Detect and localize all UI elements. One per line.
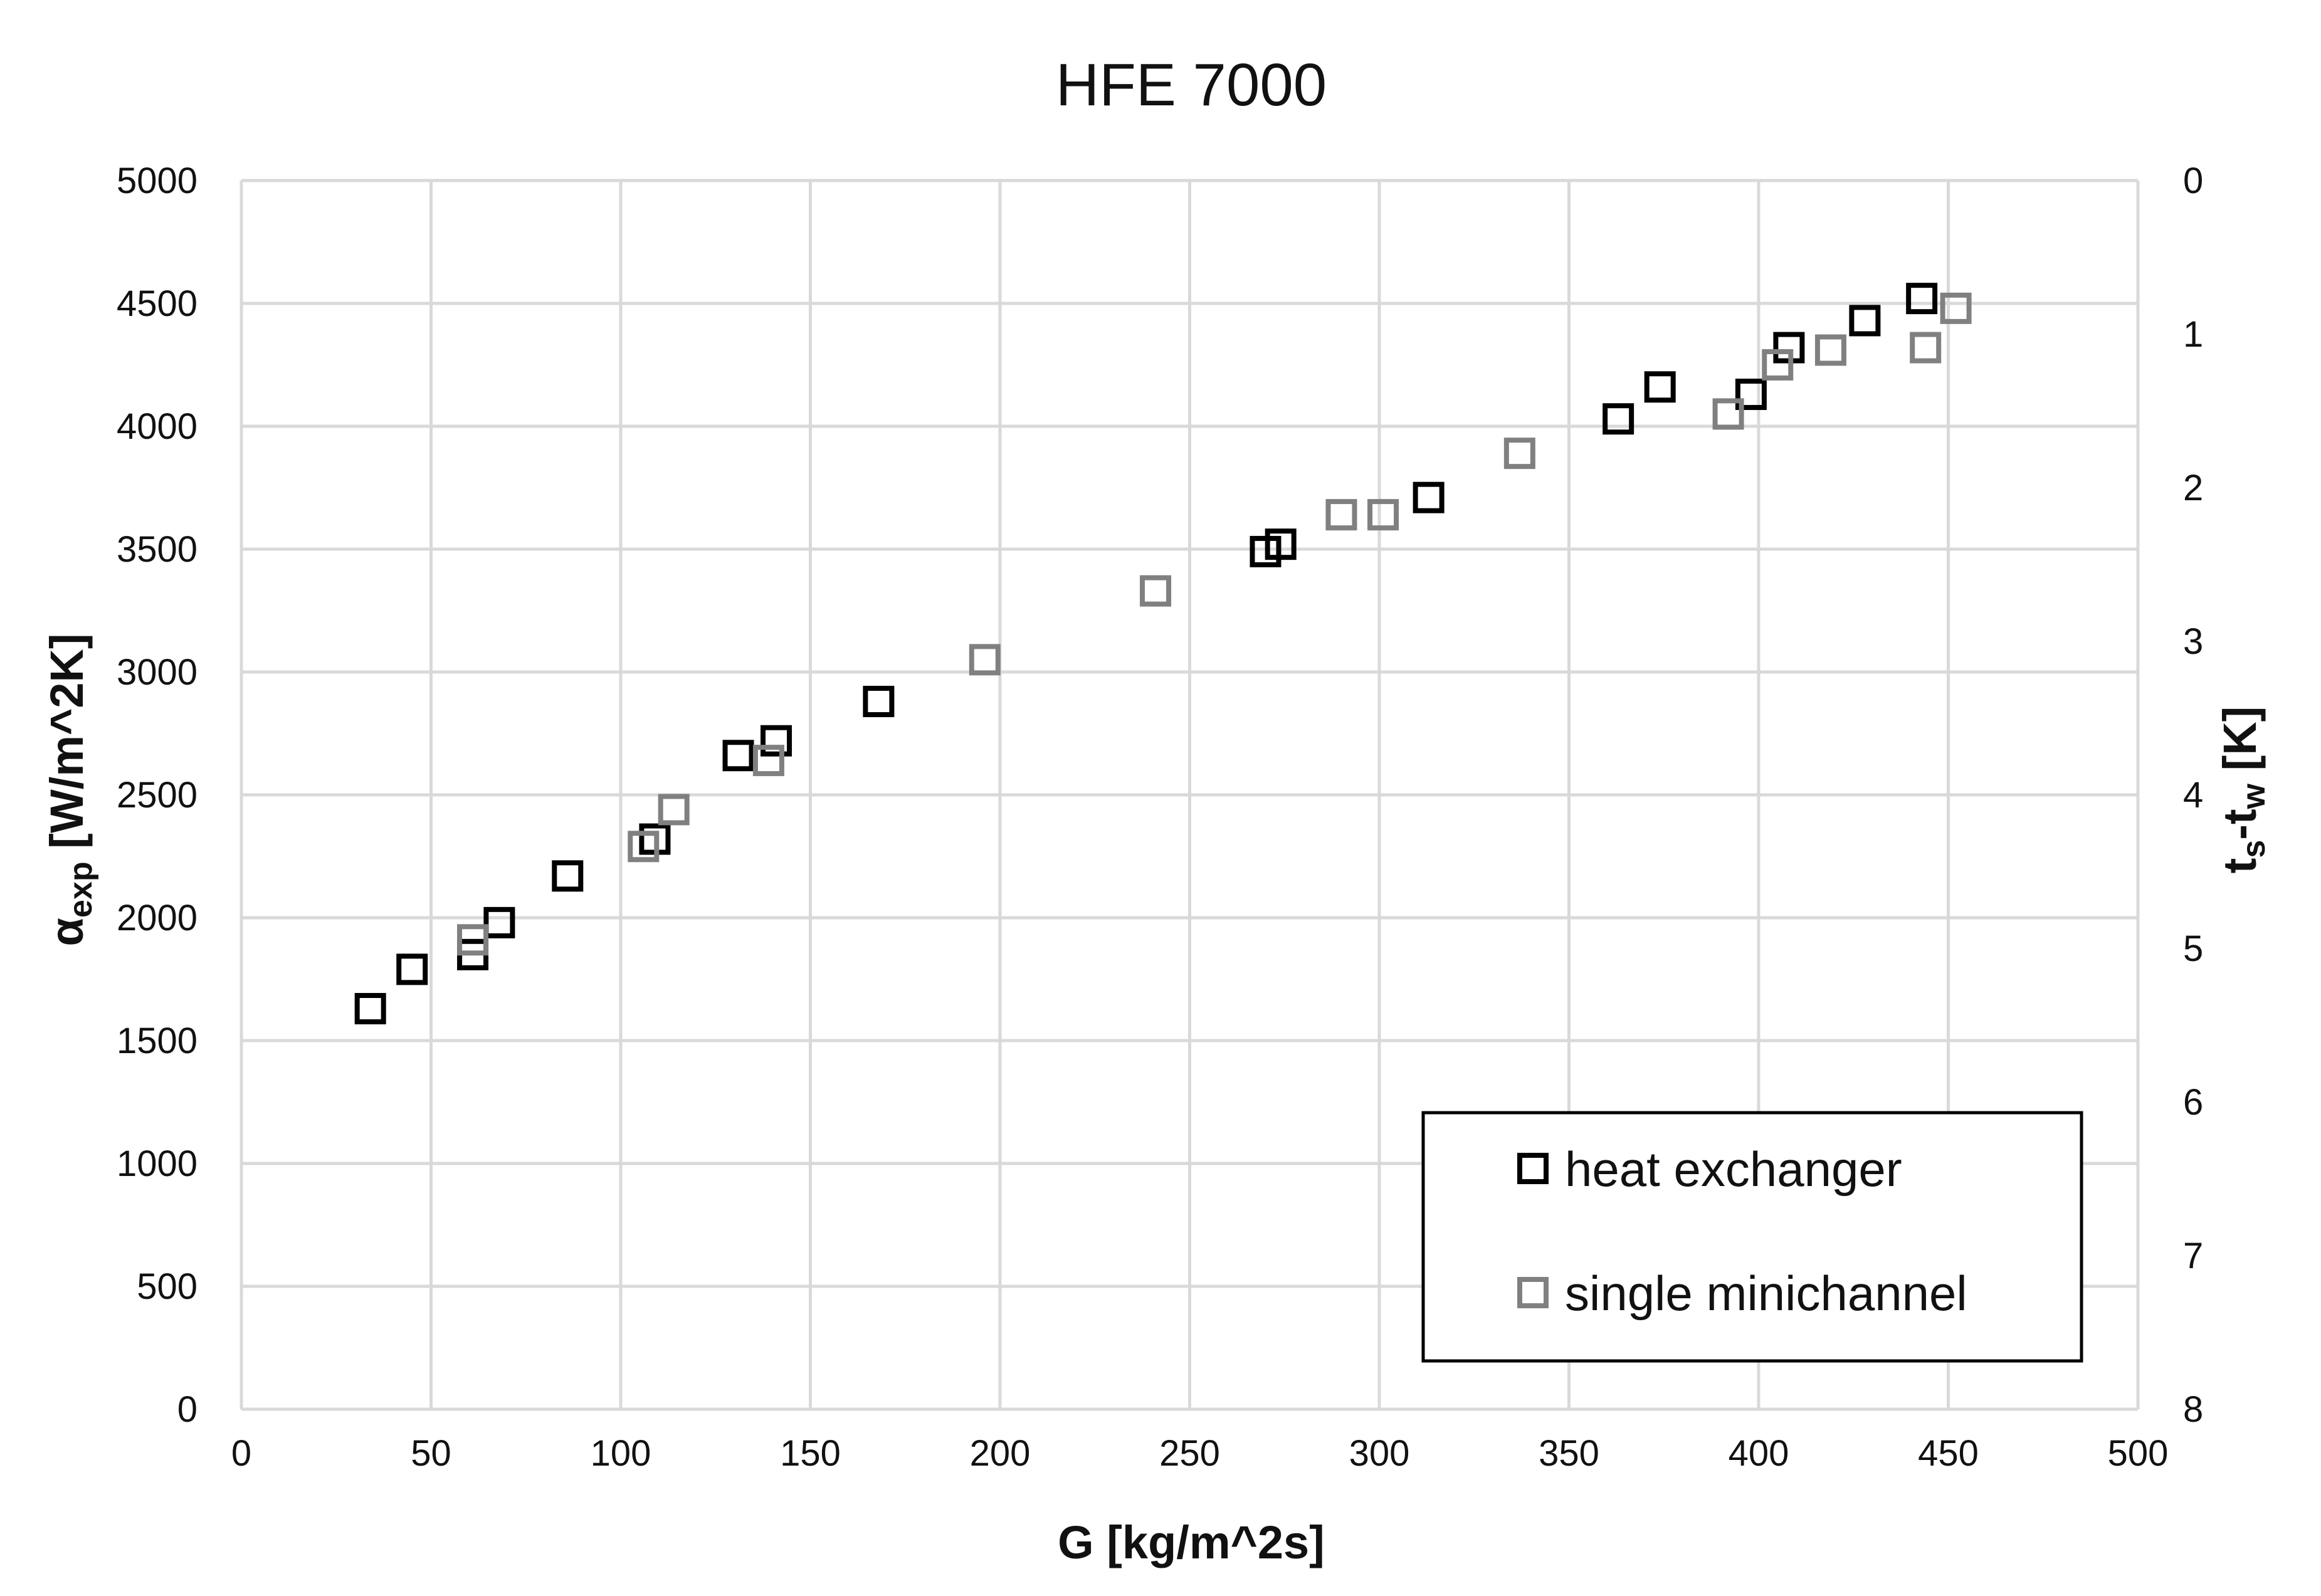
y-axis-title-subscript: exp [63,861,99,918]
data-series [354,283,1972,1025]
x-tick-label: 50 [411,1433,451,1474]
x-tick-label: 100 [591,1433,651,1474]
y2-tick-label: 1 [2183,314,2203,355]
y2-axis-title-part: -t [2214,809,2266,839]
secondary-y-axis-title: ts-tw [K] [2214,706,2272,874]
y2-tick-label: 2 [2183,468,2203,508]
y-tick-label: 5000 [117,160,197,201]
y-tick-label: 0 [177,1389,197,1430]
data-point [1814,334,1846,366]
data-point [658,794,690,826]
y2-tick-label: 0 [2183,160,2203,201]
data-point [722,740,754,772]
y-tick-label: 3000 [117,652,197,693]
legend-label-single-minichannel: single minichannel [1565,1266,1967,1321]
y2-axis-title-part: s [2236,840,2272,858]
series-single-minichannel [457,292,1972,956]
y-tick-label: 1000 [117,1143,197,1184]
data-point [1367,499,1399,531]
y-tick-label: 4500 [117,283,197,324]
x-tick-label: 250 [1159,1433,1220,1474]
x-tick-label: 450 [1918,1433,1979,1474]
x-tick-label: 200 [970,1433,1031,1474]
data-point [354,993,386,1025]
data-point [1735,379,1767,411]
data-point [457,924,489,956]
x-tick-label: 150 [780,1433,841,1474]
legend-label-heat-exchanger: heat exchanger [1565,1142,1902,1197]
legend-marker-single-minichannel [1517,1277,1549,1308]
data-point [1603,403,1634,435]
legend: heat exchanger single minichannel [1421,1111,2083,1363]
x-axis-title: G [kg/m^2s] [1058,1516,1325,1568]
y2-tick-label: 4 [2183,775,2203,816]
data-point [552,860,584,892]
y2-tick-label: 6 [2183,1082,2203,1123]
y-axis-title-symbol: α [41,918,93,947]
y-axis-title: αexp [W/m^2K] [41,634,99,947]
y-tick-label: 3500 [117,529,197,570]
data-point [1910,332,1942,364]
y-tick-label: 500 [137,1266,197,1307]
x-tick-label: 500 [2108,1433,2169,1474]
y-tick-label: 1500 [117,1021,197,1061]
x-tick-label: 300 [1349,1433,1410,1474]
data-point [1413,481,1445,513]
legend-marker-heat-exchanger [1517,1153,1549,1184]
y-tick-label: 4000 [117,406,197,447]
data-point [969,644,1001,676]
data-point [1906,283,1938,315]
y-tick-label: 2500 [117,775,197,816]
series-heat-exchanger [354,283,1938,1025]
data-point [1140,575,1172,607]
y2-axis-title-part: w [2236,783,2272,809]
y2-axis-title-part: t [2214,858,2266,874]
x-tick-label: 0 [231,1433,251,1474]
data-point [483,906,515,938]
data-point [863,686,895,718]
data-point [1849,305,1881,337]
data-point [1265,528,1297,560]
y2-axis-title-part: [K] [2214,706,2266,784]
data-point [1325,499,1357,531]
x-tick-label: 400 [1729,1433,1789,1474]
data-point [761,725,792,757]
chart-title: HFE 7000 [1056,51,1327,118]
data-point [1644,371,1676,403]
data-point [1503,438,1535,470]
y2-tick-label: 5 [2183,928,2203,969]
data-point [1762,349,1794,381]
tick-labels: 0 50 100 150 200 250 300 350 400 450 5000500100015… [117,160,2203,1474]
x-tick-label: 350 [1539,1433,1599,1474]
y-axis-title-unit: [W/m^2K] [41,634,93,862]
data-point [1712,398,1744,430]
data-point [1940,292,1972,324]
y2-tick-label: 8 [2183,1389,2203,1430]
data-point [396,953,428,985]
y2-tick-label: 7 [2183,1236,2203,1276]
y-tick-label: 2000 [117,898,197,938]
data-point [628,831,660,863]
data-point [752,745,784,777]
y2-tick-label: 3 [2183,621,2203,662]
